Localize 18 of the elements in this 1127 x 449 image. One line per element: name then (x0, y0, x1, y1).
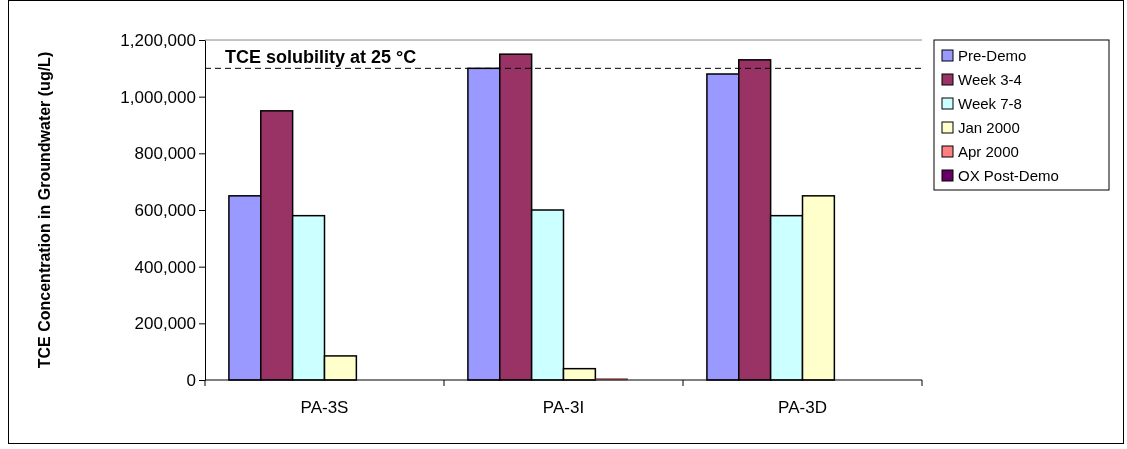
legend-label: Week 7-8 (958, 95, 1022, 112)
y-tick-label: 600,000 (134, 200, 196, 220)
y-tick-label: 800,000 (134, 144, 196, 164)
legend-label: Jan 2000 (958, 119, 1020, 136)
x-tick-label: PA-3S (300, 398, 349, 417)
ref-line-label: TCE solubility at 25 °C (225, 47, 417, 68)
legend-label: OX Post-Demo (958, 167, 1059, 184)
y-tick-label: 0 (186, 370, 196, 390)
legend-label: Week 3-4 (958, 71, 1022, 88)
x-tick-label: PA-3D (778, 398, 827, 417)
x-tick-label: PA-3I (542, 398, 585, 417)
y-axis-title: TCE Concentration in Groundwater (ug/L) (36, 51, 53, 369)
legend-label: Apr 2000 (958, 143, 1019, 160)
y-tick-label: 1,000,000 (120, 87, 196, 107)
y-tick-label: 400,000 (134, 257, 196, 277)
y-tick-label: 200,000 (134, 314, 196, 334)
y-tick-label: 1,200,000 (120, 30, 196, 50)
legend-label: Pre-Demo (958, 47, 1027, 64)
